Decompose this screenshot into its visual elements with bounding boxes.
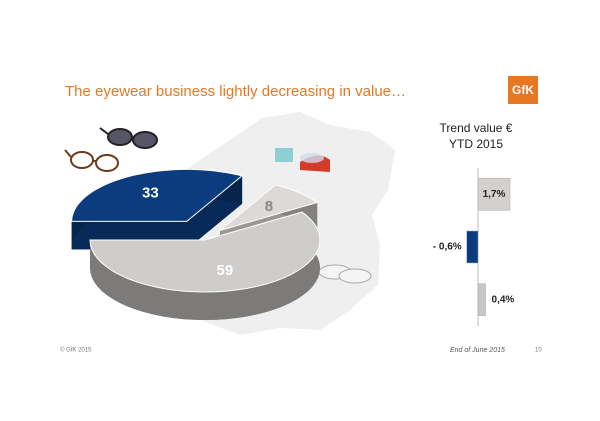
logo-box	[508, 76, 538, 104]
slide-title: The eyewear business lightly decreasing …	[65, 83, 406, 100]
lens-icon	[318, 264, 372, 284]
bar	[477, 283, 486, 316]
glasses-icon	[64, 127, 158, 172]
pie-slice-rim	[90, 212, 320, 320]
pie-value-label: 59	[217, 262, 234, 279]
bar-value-label: 1,7%	[483, 189, 506, 200]
pie-slice	[219, 184, 319, 231]
footer-copyright: © GfK 2015	[60, 347, 92, 354]
pie-value-label: 8	[265, 198, 273, 215]
bar-value-label: - 0,6%	[433, 242, 462, 253]
footer-date: End of June 2015	[450, 347, 505, 354]
bar-title: Trend value € YTD 2015	[439, 121, 513, 151]
bar-value-label: 0,4%	[492, 294, 515, 305]
bar	[477, 178, 511, 211]
logo: GfK	[512, 83, 534, 97]
bar	[466, 230, 479, 264]
pie-slice	[71, 168, 244, 222]
footer-page: 10	[535, 348, 542, 354]
contact-lens-icon	[275, 148, 330, 172]
pie-slice	[89, 211, 321, 293]
pie-value-label: 33	[142, 185, 159, 202]
